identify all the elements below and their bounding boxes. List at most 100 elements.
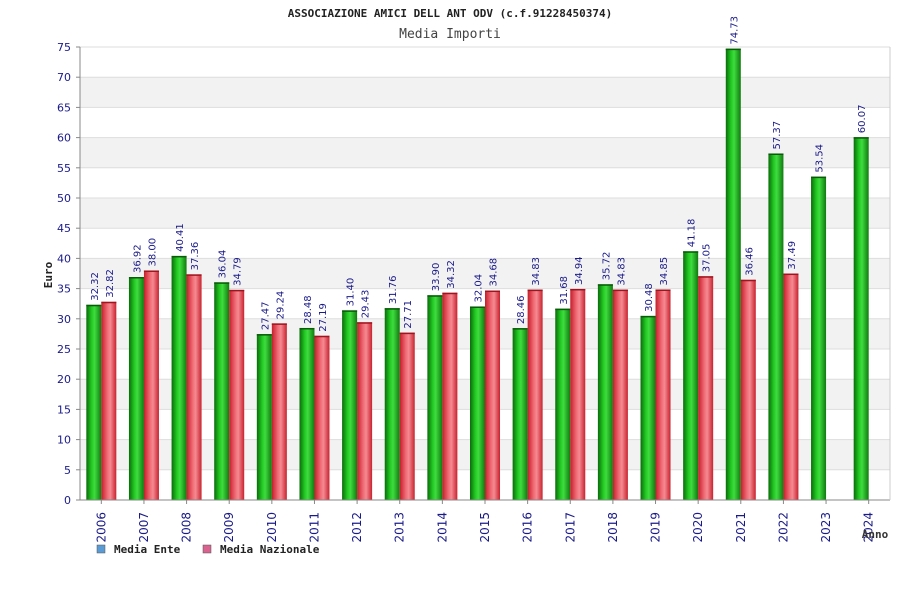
x-tick-label-2017: 2017 <box>563 512 577 543</box>
value-label-media-nazionale-2015: 34.68 <box>489 258 500 287</box>
bar-media-ente-2010 <box>256 334 272 500</box>
bar-top-media-nazionale-2007 <box>143 270 159 272</box>
y-tick-label: 40 <box>57 252 71 265</box>
value-label-media-nazionale-2016: 34.83 <box>531 257 542 286</box>
bar-top-media-ente-2021 <box>725 48 741 51</box>
bar-top-media-ente-2015 <box>470 306 485 308</box>
bar-top-media-ente-2020 <box>683 251 699 253</box>
bar-top-media-ente-2012 <box>342 310 358 312</box>
bar-media-ente-2023 <box>811 176 827 500</box>
bar-top-media-ente-2009 <box>214 282 230 284</box>
value-label-media-ente-2011: 28.48 <box>303 295 314 324</box>
bar-media-nazionale-2012 <box>357 322 373 500</box>
value-label-media-ente-2024: 60.07 <box>857 105 868 134</box>
x-tick-label-2011: 2011 <box>307 512 321 543</box>
value-label-media-nazionale-2017: 34.94 <box>574 256 585 285</box>
value-label-media-nazionale-2018: 34.83 <box>616 257 627 286</box>
bar-top-media-nazionale-2013 <box>399 332 415 335</box>
bar-media-nazionale-2013 <box>399 332 415 500</box>
plot-band <box>80 198 890 229</box>
x-tick-label-2008: 2008 <box>180 512 194 543</box>
axes: 0 5 10 15 20 25 30 35 40 45 50 55 60 65 70 75 2006 2007 20… <box>57 41 891 543</box>
value-label-media-ente-2012: 31.40 <box>346 278 357 307</box>
bar-media-nazionale-2011 <box>314 335 330 500</box>
bar-media-nazionale-2008 <box>186 274 202 500</box>
bar-media-ente-2019 <box>640 315 656 500</box>
plot-band <box>80 228 890 259</box>
value-label-media-nazionale-2019: 34.85 <box>659 257 670 286</box>
bar-top-media-nazionale-2019 <box>655 289 671 292</box>
bar-media-ente-2015 <box>470 306 485 500</box>
x-tick-label-2014: 2014 <box>435 512 449 543</box>
plot-band <box>80 47 890 78</box>
bar-media-ente-2018 <box>597 284 613 500</box>
plot-band <box>80 137 890 168</box>
bar-media-nazionale-2014 <box>442 292 458 500</box>
bar-media-ente-2009 <box>214 282 230 500</box>
bar-top-media-nazionale-2016 <box>527 289 543 292</box>
bar-media-ente-2016 <box>512 328 528 500</box>
legend-swatch-media-ente <box>96 544 106 554</box>
x-tick-label-2006: 2006 <box>94 512 108 543</box>
bar-media-nazionale-2016 <box>527 289 543 500</box>
y-tick-label: 65 <box>57 101 71 114</box>
value-label-media-ente-2020: 41.18 <box>687 219 698 248</box>
x-tick-label-2019: 2019 <box>649 512 663 543</box>
bar-top-media-ente-2022 <box>768 153 784 155</box>
bar-top-media-ente-2019 <box>640 315 656 318</box>
y-tick-label: 5 <box>64 464 71 477</box>
bar-media-nazionale-2009 <box>229 289 245 500</box>
y-tick-label: 70 <box>57 71 71 84</box>
bar-top-media-nazionale-2012 <box>357 322 373 324</box>
x-tick-label-2010: 2010 <box>265 512 279 543</box>
bar-top-media-ente-2016 <box>512 328 528 330</box>
bar-top-media-nazionale-2009 <box>229 289 245 292</box>
y-tick-label: 45 <box>57 222 71 235</box>
bar-top-media-nazionale-2011 <box>314 335 330 338</box>
value-label-media-nazionale-2009: 34.79 <box>233 257 244 286</box>
bar-top-media-ente-2011 <box>299 327 315 330</box>
bar-top-media-ente-2024 <box>853 137 869 139</box>
y-tick-label: 0 <box>64 494 71 507</box>
bar-media-nazionale-2006 <box>101 301 117 500</box>
chart-title: ASSOCIAZIONE AMICI DELL ANT ODV (c.f.912… <box>288 7 613 20</box>
plot-band <box>80 167 890 198</box>
legend-item-media-nazionale: Media Nazionale <box>202 543 320 556</box>
bar-top-media-ente-2023 <box>811 176 827 179</box>
bar-media-nazionale-2017 <box>570 288 586 500</box>
bar-top-media-nazionale-2020 <box>698 276 714 278</box>
bar-media-nazionale-2022 <box>783 273 799 500</box>
y-tick-label: 20 <box>57 373 71 386</box>
chart-subtitle: Media Importi <box>399 27 501 42</box>
value-label-media-ente-2014: 33.90 <box>431 263 442 292</box>
legend-label-media-nazionale: Media Nazionale <box>220 543 320 556</box>
value-label-media-ente-2008: 40.41 <box>175 223 186 252</box>
bar-top-media-nazionale-2022 <box>783 273 799 276</box>
bar-top-media-ente-2013 <box>384 308 400 310</box>
bar-media-nazionale-2018 <box>612 289 628 500</box>
value-label-media-nazionale-2021: 36.46 <box>744 247 755 276</box>
bar-media-ente-2013 <box>384 308 400 500</box>
bar-media-nazionale-2020 <box>698 276 714 500</box>
bar-media-nazionale-2021 <box>740 279 756 500</box>
bar-media-ente-2017 <box>555 308 571 500</box>
x-tick-label-2015: 2015 <box>478 512 492 543</box>
bar-top-media-nazionale-2010 <box>271 323 287 325</box>
value-label-media-nazionale-2008: 37.36 <box>190 242 201 271</box>
legend-item-media-ente: Media Ente <box>96 543 181 556</box>
value-label-media-nazionale-2010: 29.24 <box>275 291 286 320</box>
bar-media-ente-2020 <box>683 251 699 500</box>
bar-media-nazionale-2007 <box>143 270 159 500</box>
y-tick-label: 55 <box>57 162 71 175</box>
bar-media-nazionale-2015 <box>485 290 500 500</box>
bar-top-media-ente-2014 <box>427 295 443 297</box>
bar-media-ente-2012 <box>342 310 358 500</box>
bar-top-media-nazionale-2021 <box>740 279 756 282</box>
x-tick-label-2024: 2024 <box>862 512 876 543</box>
bar-media-ente-2007 <box>128 277 144 500</box>
value-label-media-nazionale-2011: 27.19 <box>318 303 329 332</box>
y-tick-label: 75 <box>57 41 71 54</box>
x-tick-label-2022: 2022 <box>776 512 790 543</box>
